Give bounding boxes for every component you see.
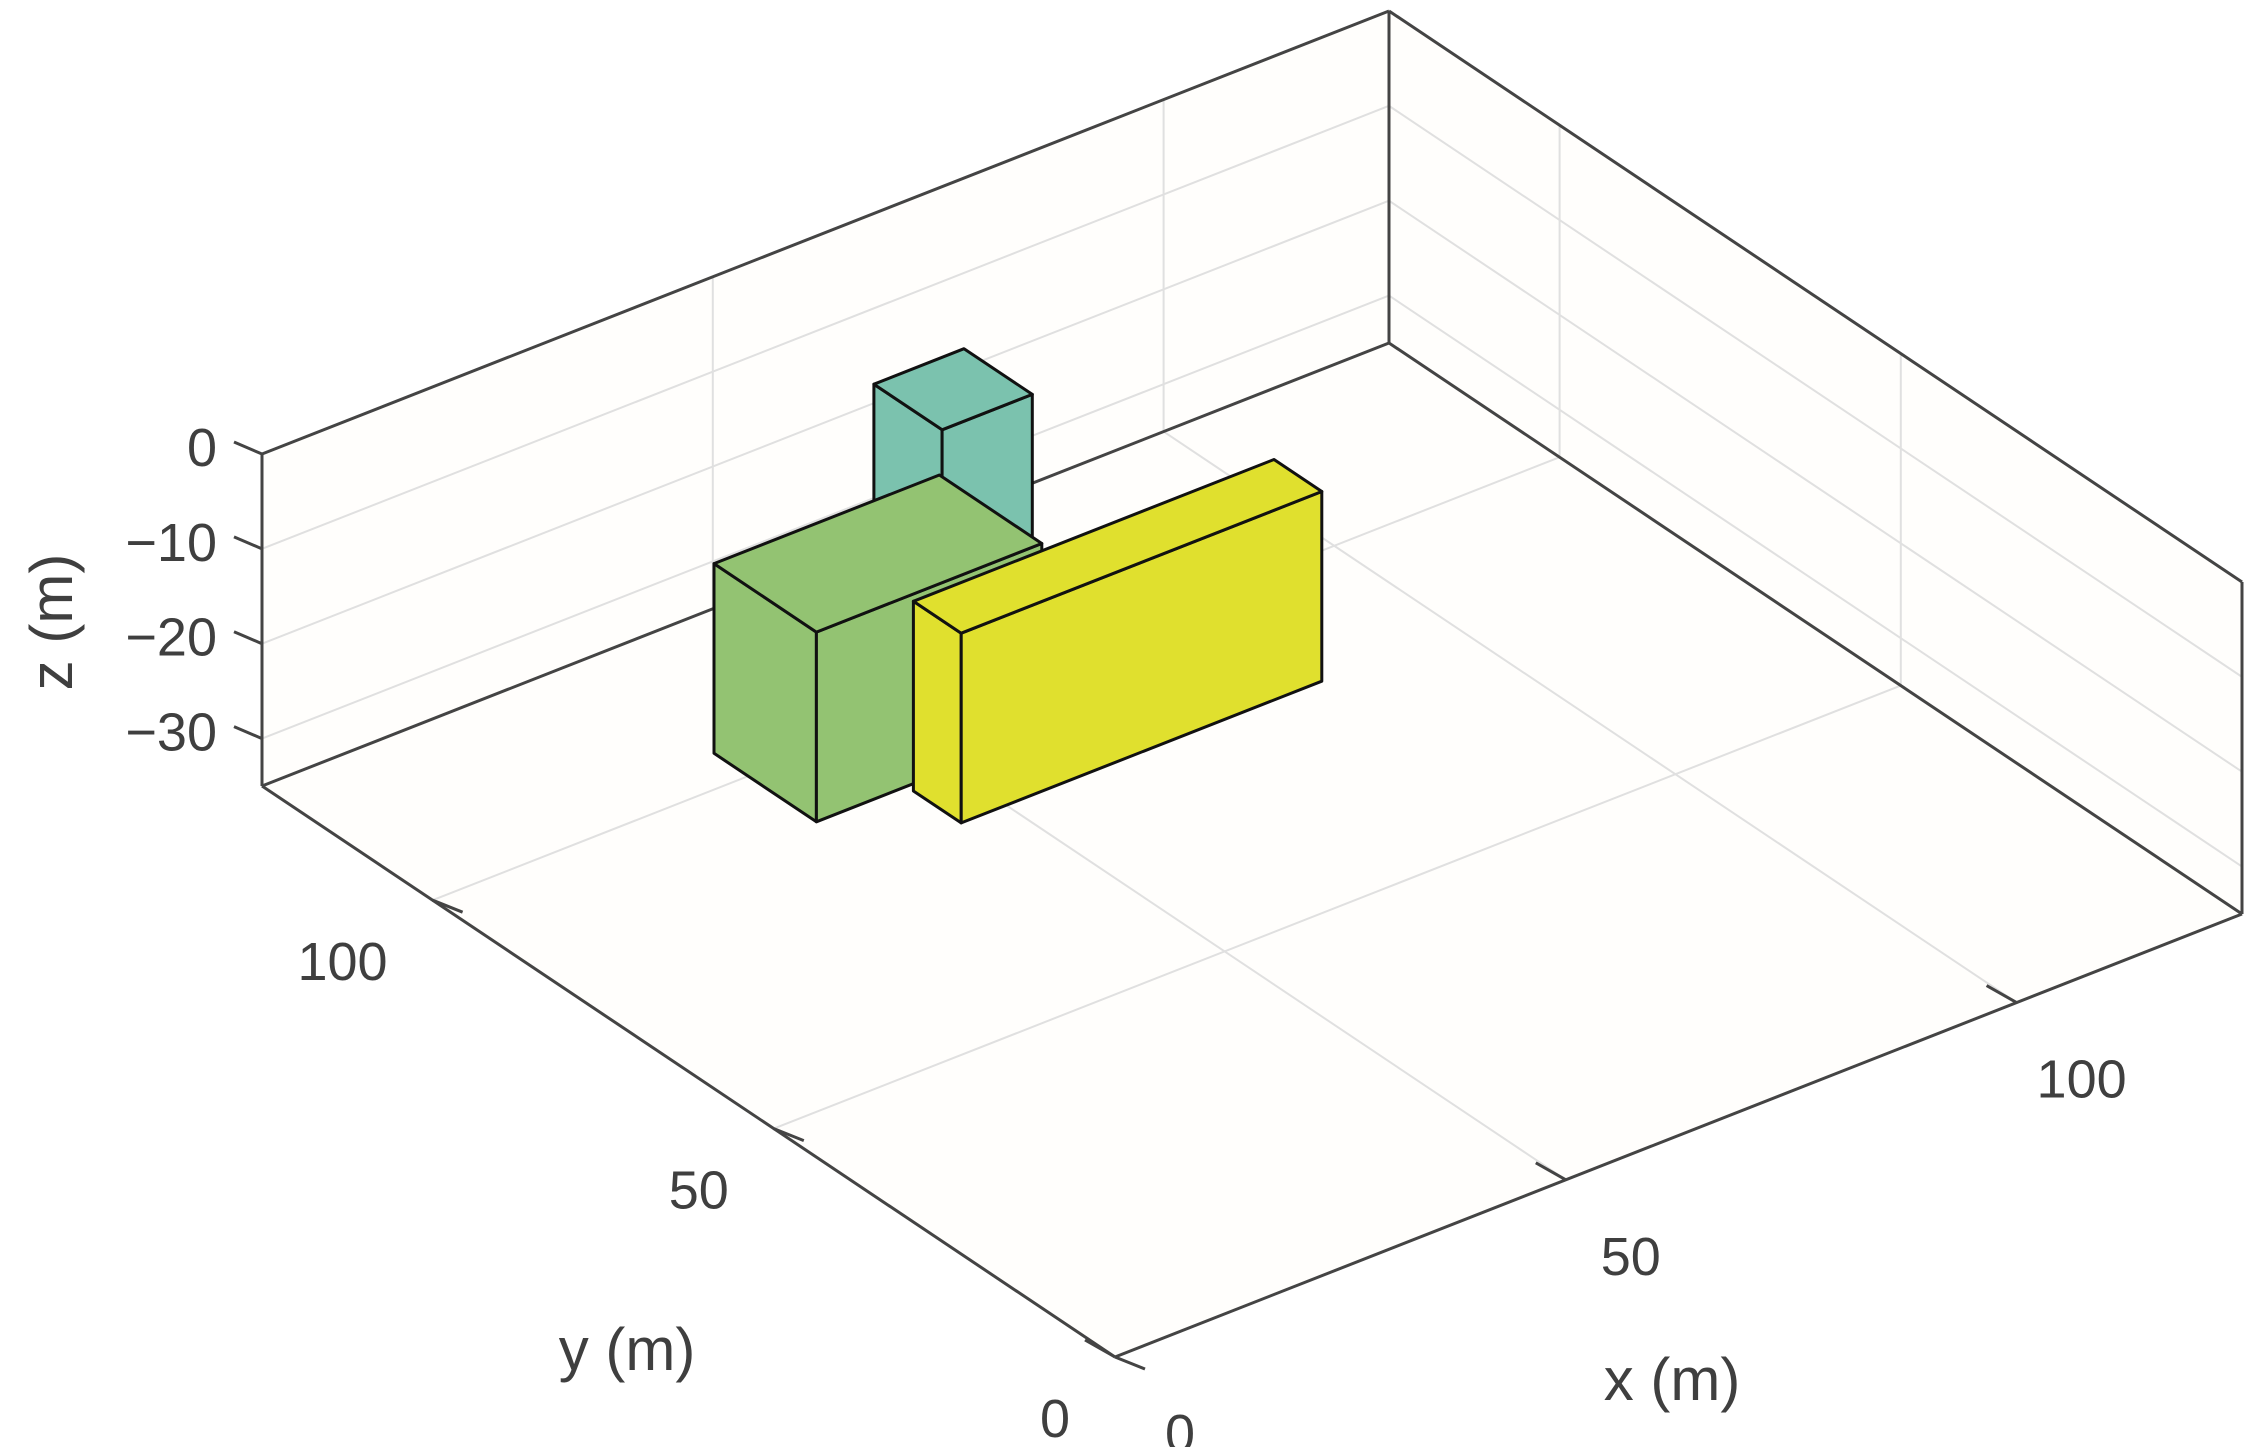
axis-frame-edge (1388, 341, 2243, 916)
back-wall-pane (262, 11, 1389, 786)
z-tick-mark (233, 725, 263, 740)
x-tick-label: 0 (1165, 1404, 1195, 1447)
grid-line-z (1388, 199, 2243, 773)
x-tick-mark (1084, 1338, 1116, 1359)
grid-line-z (261, 294, 1390, 740)
grid-line-z (261, 199, 1390, 645)
z-tick-mark (233, 535, 263, 551)
z-tick-label: 0 (187, 418, 217, 478)
grid-line-z (1388, 294, 2243, 868)
grid-line-z (261, 104, 1390, 550)
grid-line-y (773, 684, 1902, 1130)
y-tick-mark (1114, 1355, 1146, 1371)
x-axis-label: x (m) (1604, 1346, 1741, 1413)
y-axis-label: y (m) (559, 1316, 696, 1383)
z-axis-label: z (m) (18, 554, 85, 691)
box-3 (911, 458, 1324, 825)
axis-frame-edge (261, 784, 1116, 1359)
z-tick-label: −10 (125, 513, 217, 573)
x-tick-mark (1985, 984, 2018, 1004)
box-top-face (712, 473, 1044, 634)
grid-line-z (1388, 105, 2243, 678)
axis-frame-edge (261, 9, 1390, 456)
boxes-layer (712, 347, 1324, 825)
x-tick-mark (1535, 1161, 1567, 1182)
box-left-face (911, 599, 963, 825)
z-tick-label: −20 (125, 608, 217, 668)
y-tick-label: 0 (1040, 1389, 1070, 1447)
right-wall-pane (1389, 11, 2242, 914)
axis-ticks: 0 50 100 0 50 100 0 −10 −20 −30 (125, 418, 2126, 1447)
z-tick-mark (233, 630, 263, 646)
axis-frame-edge (1388, 9, 2243, 584)
y-tick-mark (432, 898, 464, 914)
y-tick-label: 100 (297, 932, 387, 992)
z-tick-mark (233, 440, 263, 456)
box-top-face (872, 347, 1034, 432)
z-tick-label: −30 (125, 703, 217, 763)
box-top-face (911, 458, 1324, 635)
axis-frame-edge (1114, 912, 2243, 1359)
y-tick-label: 50 (669, 1161, 729, 1221)
x-tick-label: 50 (1601, 1227, 1661, 1287)
y-tick-mark (773, 1127, 805, 1142)
x-tick-label: 100 (2037, 1050, 2127, 1110)
